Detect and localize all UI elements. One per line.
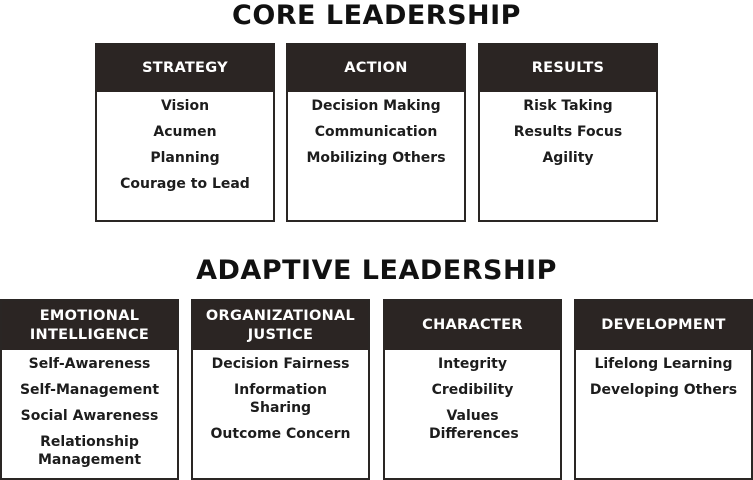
- emotional-intelligence-items: Self-Awareness Self-Management Social Aw…: [2, 350, 177, 469]
- list-item: Information Sharing: [234, 382, 327, 416]
- character-box: CHARACTER Integrity Credibility Values D…: [383, 299, 562, 480]
- list-item: Values Differences: [429, 408, 519, 442]
- organizational-justice-header-line-2: JUSTICE: [247, 326, 314, 343]
- emotional-intelligence-header-line-2: INTELLIGENCE: [29, 326, 150, 343]
- list-item: Planning: [150, 150, 220, 166]
- list-item: Agility: [542, 150, 594, 166]
- emotional-intelligence-box: EMOTIONAL INTELLIGENCE Self-Awareness Se…: [0, 299, 179, 480]
- list-item: Developing Others: [589, 382, 738, 398]
- list-item: Integrity: [438, 356, 507, 372]
- character-header-label: CHARACTER: [422, 317, 523, 333]
- core-leadership-title: CORE LEADERSHIP: [232, 0, 521, 31]
- strategy-header: STRATEGY: [97, 45, 273, 92]
- organizational-justice-header-line-1: ORGANIZATIONAL: [205, 307, 356, 324]
- list-item: Courage to Lead: [120, 176, 250, 192]
- list-item: Relationship Management: [37, 434, 142, 468]
- strategy-items: Vision Acumen Planning Courage to Lead: [97, 92, 273, 194]
- character-header: CHARACTER: [385, 301, 560, 350]
- strategy-box: STRATEGY Vision Acumen Planning Courage …: [95, 43, 275, 222]
- results-header: RESULTS: [480, 45, 656, 92]
- list-item: Decision Fairness: [211, 356, 350, 372]
- emotional-intelligence-header-line-1: EMOTIONAL: [39, 307, 140, 324]
- results-items: Risk Taking Results Focus Agility: [480, 92, 656, 168]
- strategy-header-label: STRATEGY: [142, 60, 228, 76]
- organizational-justice-items: Decision Fairness Information Sharing Ou…: [193, 350, 368, 443]
- organizational-justice-header: ORGANIZATIONAL JUSTICE: [193, 301, 368, 350]
- development-header: DEVELOPMENT: [576, 301, 751, 350]
- action-box: ACTION Decision Making Communication Mob…: [286, 43, 466, 222]
- list-item: Credibility: [431, 382, 514, 398]
- action-header-label: ACTION: [344, 60, 408, 76]
- character-items: Integrity Credibility Values Differences: [385, 350, 560, 443]
- organizational-justice-box: ORGANIZATIONAL JUSTICE Decision Fairness…: [191, 299, 370, 480]
- list-item: Risk Taking: [523, 98, 613, 114]
- list-item: Self-Awareness: [28, 356, 151, 372]
- list-item: Self-Management: [19, 382, 160, 398]
- adaptive-leadership-title: ADAPTIVE LEADERSHIP: [196, 255, 557, 286]
- action-header: ACTION: [288, 45, 464, 92]
- emotional-intelligence-header: EMOTIONAL INTELLIGENCE: [2, 301, 177, 350]
- results-box: RESULTS Risk Taking Results Focus Agilit…: [478, 43, 658, 222]
- list-item: Social Awareness: [20, 408, 159, 424]
- list-item: Acumen: [153, 124, 217, 140]
- list-item: Communication: [314, 124, 438, 140]
- results-header-label: RESULTS: [531, 60, 605, 76]
- list-item: Decision Making: [311, 98, 441, 114]
- list-item: Outcome Concern: [210, 425, 351, 442]
- development-items: Lifelong Learning Developing Others: [576, 350, 751, 400]
- list-item: Results Focus: [513, 124, 623, 140]
- action-items: Decision Making Communication Mobilizing…: [288, 92, 464, 168]
- list-item: Mobilizing Others: [306, 150, 446, 166]
- list-item: Lifelong Learning: [594, 356, 733, 372]
- development-box: DEVELOPMENT Lifelong Learning Developing…: [574, 299, 753, 480]
- development-header-label: DEVELOPMENT: [601, 317, 726, 333]
- list-item: Vision: [160, 98, 210, 114]
